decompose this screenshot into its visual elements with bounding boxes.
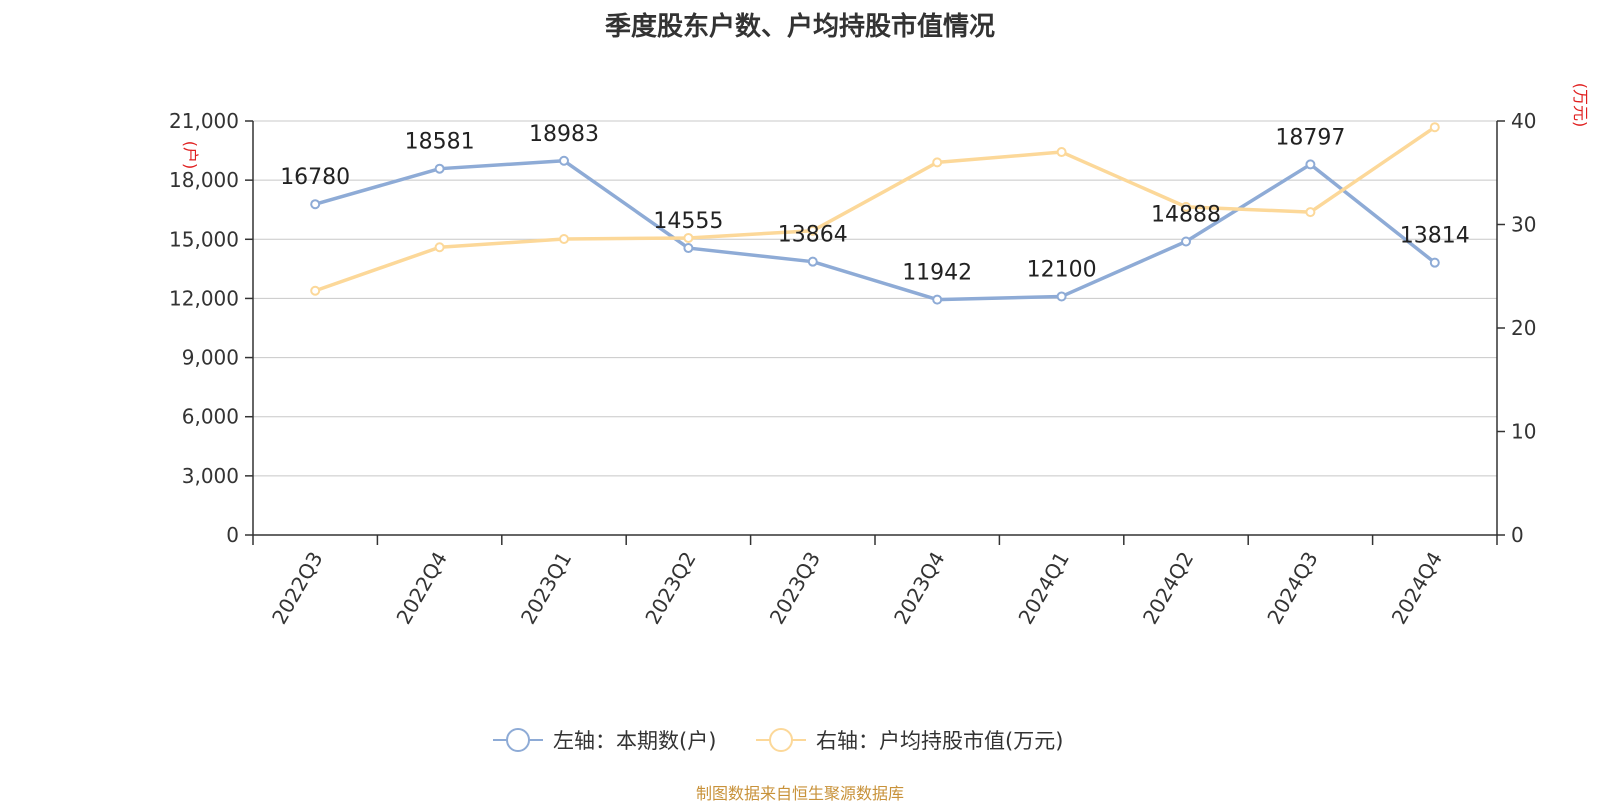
series-point-2 [807, 225, 818, 236]
right-axis-tick-label: 20 [1511, 316, 1536, 340]
series-point-1 [559, 155, 569, 166]
series-point-2 [559, 233, 569, 244]
series-point-2 [932, 157, 943, 168]
data-label: 14555 [653, 209, 723, 234]
series-point-1 [932, 294, 943, 305]
left-axis-tick-label: 15,000 [169, 227, 239, 251]
data-label: 18797 [1275, 125, 1345, 150]
series-point-2 [1305, 207, 1316, 218]
left-axis-unit: (户) [181, 141, 200, 170]
grid-lines [253, 120, 1497, 477]
x-axis-tick-label: 2024Q1 [1013, 548, 1073, 629]
series-point-2 [434, 242, 445, 253]
series-line-2 [314, 125, 1436, 293]
data-label: 12100 [1027, 257, 1097, 282]
series-point-2 [310, 285, 321, 296]
left-axis-tick-label: 18,000 [169, 168, 239, 192]
data-label: 14888 [1151, 202, 1221, 227]
left-axis-tick-label: 9,000 [182, 346, 239, 370]
x-axis-tick-label: 2024Q4 [1387, 548, 1447, 629]
right-axis-tick-label: 10 [1511, 420, 1536, 444]
right-axis-tick-label: 40 [1511, 109, 1536, 133]
data-label: 16780 [280, 165, 350, 190]
x-axis-tick-label: 2023Q3 [765, 548, 825, 629]
left-axis-tick-label: 12,000 [169, 286, 239, 310]
data-label: 18581 [405, 130, 475, 155]
series-point-1 [1181, 236, 1191, 247]
x-axis-tick-label: 2022Q4 [391, 548, 451, 629]
series-point-2 [683, 232, 694, 243]
series [310, 122, 1440, 305]
right-axis-tick-label: 30 [1511, 213, 1536, 237]
source-note: 制图数据来自恒生聚源数据库 [695, 784, 904, 803]
series-point-2 [1429, 122, 1440, 133]
data-label: 13814 [1400, 224, 1470, 249]
data-labels: 16780 18581 18983 14555 13864 11942 12100 14888… [280, 122, 1470, 286]
x-axis-tick-label: 2022Q3 [267, 548, 327, 629]
series-point-1 [1056, 291, 1067, 302]
series-point-2 [1181, 201, 1191, 212]
legend-marker-1 [506, 728, 530, 752]
series-point-1 [807, 256, 818, 267]
x-axis-tick-label: 2024Q3 [1262, 548, 1322, 629]
legend-label-2: 右轴：户均持股市值(万元) [816, 729, 1063, 753]
data-label: 13864 [778, 223, 848, 248]
data-label: 11942 [902, 261, 972, 286]
left-axis-tick-label: 21,000 [169, 109, 239, 133]
series-point-1 [683, 243, 694, 254]
series-point-1 [434, 163, 445, 174]
series-point-1 [1305, 159, 1316, 170]
x-axis-tick-label: 2024Q2 [1138, 548, 1198, 629]
series-point-1 [1429, 257, 1440, 268]
x-axis-tick-label: 2023Q2 [640, 548, 700, 629]
right-axis-unit: (万元) [1571, 83, 1590, 128]
series-point-2 [1056, 147, 1067, 158]
chart-title: 季度股东户数、户均持股市值情况 [604, 12, 995, 42]
series-line-1 [314, 159, 1436, 302]
axes: 0 3,000 6,000 9,000 12,000 15,000 18,000 21,000… [169, 83, 1590, 628]
series-point-1 [310, 199, 321, 210]
data-label: 18983 [529, 122, 599, 147]
legend-marker-2 [769, 728, 793, 752]
legend: 左轴：本期数(户) 右轴：户均持股市值(万元) [493, 728, 1063, 753]
x-axis-tick-label: 2023Q1 [516, 548, 576, 629]
left-axis-tick-label: 6,000 [182, 405, 239, 429]
right-axis-tick-label: 0 [1511, 523, 1524, 547]
legend-label-1: 左轴：本期数(户) [553, 729, 716, 753]
x-axis-tick-label: 2023Q4 [889, 548, 949, 629]
left-axis-tick-label: 0 [226, 523, 239, 547]
left-axis-tick-label: 3,000 [182, 464, 239, 488]
